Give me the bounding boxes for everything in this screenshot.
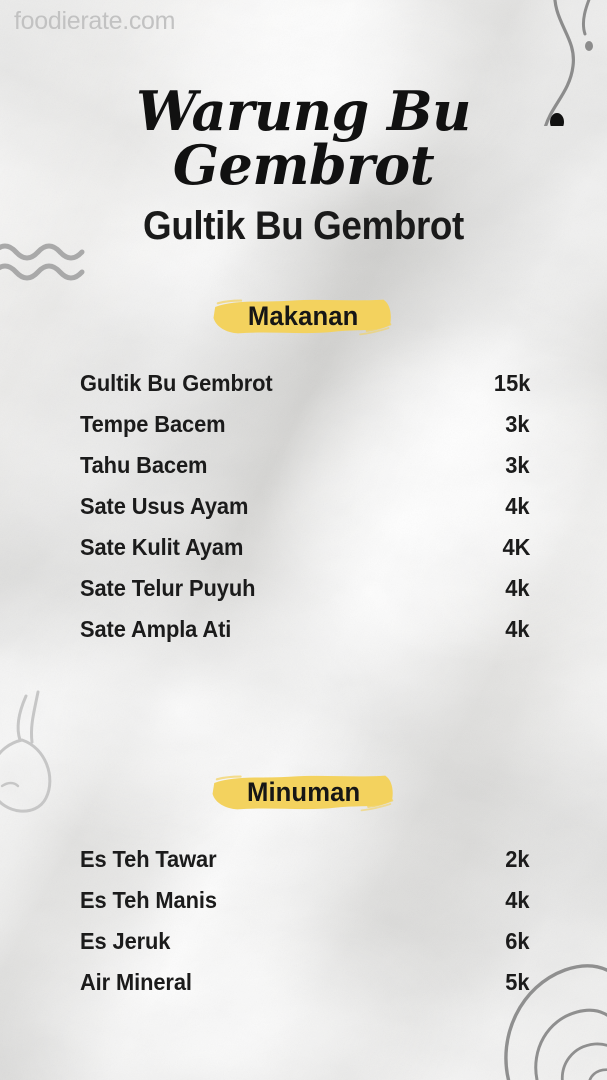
menu-item-name: Sate Kulit Ayam	[80, 534, 244, 560]
menu-row: Gultik Bu Gembrot 15k	[80, 370, 530, 411]
menu-item-name: Sate Ampla Ati	[80, 616, 232, 642]
menu-item-name: Gultik Bu Gembrot	[80, 370, 273, 396]
menu-item-price: 6k	[505, 928, 530, 954]
menu-item-name: Sate Telur Puyuh	[80, 575, 256, 601]
menu-item-name: Air Mineral	[80, 969, 192, 995]
menu-item-price: 15k	[493, 370, 530, 396]
menu-row: Sate Telur Puyuh 4k	[80, 575, 530, 616]
menu-item-price: 4k	[505, 616, 530, 642]
menu-row: Es Teh Tawar 2k	[80, 846, 530, 887]
flower-outline-doodle-icon	[504, 964, 607, 1080]
menu-item-price: 4K	[502, 534, 530, 560]
watermark-text: foodierate.com	[14, 7, 176, 35]
highlight-brushstroke-icon	[212, 775, 394, 812]
curved-line-doodle-icon	[543, 0, 593, 126]
menu-row: Es Jeruk 6k	[80, 928, 530, 969]
section-label-makanan: Makanan	[248, 301, 359, 331]
section-label-minuman: Minuman	[246, 777, 361, 807]
section-header-makanan: Makanan	[0, 296, 607, 342]
menu-item-name: Es Teh Tawar	[80, 846, 217, 872]
highlight-brushstroke-icon	[213, 299, 392, 336]
menu-item-price: 3k	[505, 452, 530, 478]
menu-item-price: 4k	[505, 493, 530, 519]
menu-item-price: 2k	[505, 846, 530, 872]
menu-row: Es Teh Manis 4k	[80, 887, 530, 928]
menu-item-price: 4k	[505, 887, 530, 913]
wavy-lines-icon	[0, 243, 85, 281]
menu-item-name: Es Teh Manis	[80, 887, 217, 913]
menu-item-price: 5k	[505, 969, 530, 995]
menu-row: Sate Ampla Ati 4k	[80, 616, 530, 657]
menu-item-name: Tahu Bacem	[80, 452, 208, 478]
menu-item-name: Sate Usus Ayam	[80, 493, 249, 519]
section-header-minuman: Minuman	[0, 772, 607, 818]
menu-list-minuman: Es Teh Tawar 2k Es Teh Manis 4k Es Jeruk…	[80, 846, 530, 1010]
menu-item-price: 3k	[505, 411, 530, 437]
menu-row: Sate Usus Ayam 4k	[80, 493, 530, 534]
menu-list-makanan: Gultik Bu Gembrot 15k Tempe Bacem 3k Tah…	[80, 370, 530, 657]
page-title: Warung Bu Gembrot	[136, 79, 471, 197]
leaf-outline-doodle-icon	[0, 690, 52, 813]
menu-row: Tempe Bacem 3k	[80, 411, 530, 452]
menu-item-name: Tempe Bacem	[80, 411, 226, 437]
menu-row: Sate Kulit Ayam 4K	[80, 534, 530, 575]
menu-item-name: Es Jeruk	[80, 928, 171, 954]
page-subtitle: Gultik Bu Gembrot	[143, 204, 464, 248]
menu-row: Tahu Bacem 3k	[80, 452, 530, 493]
menu-item-price: 4k	[505, 575, 530, 601]
menu-row: Air Mineral 5k	[80, 969, 530, 1010]
